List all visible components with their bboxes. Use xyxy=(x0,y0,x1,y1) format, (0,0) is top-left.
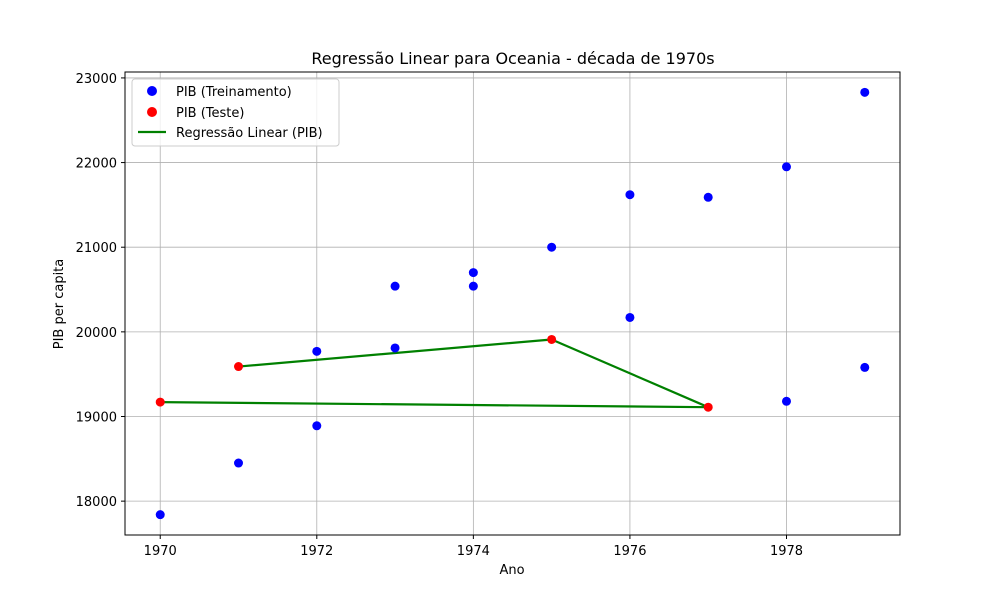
x-axis-label: Ano xyxy=(499,563,524,578)
grid xyxy=(125,72,900,535)
x-tick-label: 1970 xyxy=(144,544,177,559)
test-point xyxy=(155,397,165,407)
plot-frame xyxy=(124,71,901,536)
legend-box xyxy=(131,78,340,147)
x-tick-label: 1976 xyxy=(613,544,646,559)
legend-marker-treinamento xyxy=(147,86,157,96)
plot-series xyxy=(155,87,870,520)
legend-label-treinamento: PIB (Treinamento) xyxy=(176,85,292,100)
training-point xyxy=(781,396,791,406)
y-tick-label: 19000 xyxy=(76,410,117,425)
legend-marker-teste xyxy=(147,107,157,117)
test-point xyxy=(703,402,713,412)
y-tick-label: 20000 xyxy=(76,326,117,341)
legend: PIB (Treinamento) PIB (Teste) Regressão … xyxy=(131,78,340,147)
training-point xyxy=(781,162,791,172)
chart-title: Regressão Linear para Oceania - década d… xyxy=(311,49,714,68)
training-point xyxy=(703,192,713,202)
training-point xyxy=(860,87,870,97)
y-tick-label: 21000 xyxy=(76,241,117,256)
y-axis-label: PIB per capita xyxy=(52,259,67,350)
y-tick-label: 22000 xyxy=(76,157,117,172)
regression-line xyxy=(160,338,710,409)
x-tick-label: 1978 xyxy=(770,544,803,559)
training-point xyxy=(625,190,635,200)
training-point xyxy=(547,242,557,252)
axis-ticks: 1970 1972 1974 1976 1978 18000 19000 20000 21000… xyxy=(76,72,803,559)
training-point xyxy=(625,312,635,322)
test-point xyxy=(547,334,557,344)
legend-label-teste: PIB (Teste) xyxy=(176,106,244,121)
training-point xyxy=(860,362,870,372)
training-point xyxy=(468,268,478,278)
training-point xyxy=(390,343,400,353)
legend-label-regressao: Regressão Linear (PIB) xyxy=(176,126,323,141)
training-point xyxy=(390,281,400,291)
training-point xyxy=(312,421,322,431)
y-tick-label: 23000 xyxy=(76,72,117,87)
y-tick-label: 18000 xyxy=(76,495,117,510)
x-tick-label: 1972 xyxy=(300,544,333,559)
training-point xyxy=(468,281,478,291)
x-tick-label: 1974 xyxy=(457,544,490,559)
training-point xyxy=(234,458,244,468)
training-point xyxy=(155,510,165,520)
training-point xyxy=(312,346,322,356)
test-point xyxy=(234,362,244,372)
